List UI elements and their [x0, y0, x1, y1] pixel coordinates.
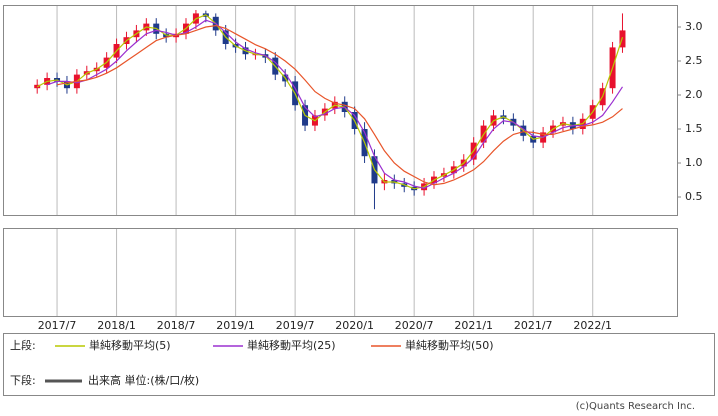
x-tick-label: 2017/7	[38, 319, 77, 332]
legend-volume-label: 出来高 単位:(株/口/枚)	[88, 373, 199, 387]
y-tick-label: 0.5	[685, 190, 703, 203]
x-tick-label: 2018/1	[97, 319, 136, 332]
copyright: (c)Quants Research Inc.	[576, 401, 695, 412]
y-tick-label: 2.0	[685, 88, 703, 101]
x-tick-label: 2018/7	[157, 319, 196, 332]
upper-panel	[3, 5, 678, 216]
y-tick-label: 2.5	[685, 54, 703, 67]
x-tick-label: 2019/1	[216, 319, 255, 332]
ma-line	[46, 19, 624, 189]
ma-line	[56, 24, 623, 186]
lower-panel	[3, 228, 678, 317]
x-tick-label: 2019/7	[276, 319, 315, 332]
legend-label: 単純移動平均(25)	[247, 338, 336, 352]
x-tick-label: 2021/7	[514, 319, 553, 332]
x-tick-label: 2020/1	[335, 319, 374, 332]
legend-box	[3, 333, 715, 396]
legend-lower-label: 下段:	[10, 373, 36, 387]
x-tick-label: 2021/1	[454, 319, 493, 332]
legend-label: 単純移動平均(50)	[405, 338, 494, 352]
x-tick-label: 2020/7	[395, 319, 434, 332]
legend-label: 単純移動平均(5)	[89, 338, 171, 352]
x-tick-label: 2022/1	[573, 319, 612, 332]
legend-upper-label: 上段:	[10, 338, 36, 352]
y-tick-label: 1.0	[685, 156, 703, 169]
y-tick-label: 1.5	[685, 122, 703, 135]
y-tick-label: 3.0	[685, 20, 703, 33]
